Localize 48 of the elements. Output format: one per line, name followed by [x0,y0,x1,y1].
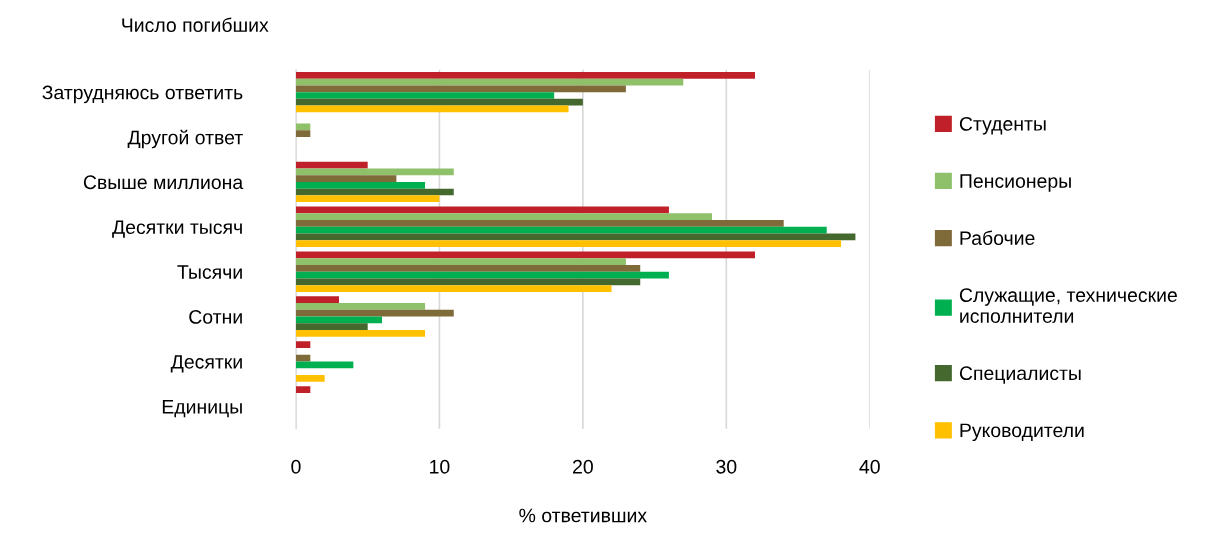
bar [295,85,626,93]
y-tick-label: Затрудняюсь ответить [42,85,243,104]
x-tick-label: 30 [716,459,737,474]
y-tick-label: Свыше миллиона [83,175,244,190]
bar [295,71,755,79]
bar [295,361,354,369]
bar [295,213,712,221]
y-tick-label: Десятки [170,355,242,373]
x-tick-label: 40 [859,459,880,474]
legend-label: Специалисты [959,366,1081,384]
bar [295,323,368,331]
bar [295,92,555,99]
x-tick-label: 10 [430,459,450,474]
bar [295,296,339,304]
bar [295,195,440,203]
bar [295,98,583,106]
legend-label: Пенсионеры [960,174,1071,192]
x-tick-label: 0 [291,459,301,474]
bar [295,181,426,189]
legend-label: Руководители [960,423,1084,442]
bar [295,285,612,292]
legend-label: Рабочие [960,230,1035,246]
bar [295,330,426,337]
y-tick-label: Тысячи [177,265,242,279]
bar [295,386,311,393]
bar [295,341,311,348]
bar [295,251,755,259]
bar [295,278,641,286]
bar [295,264,641,272]
bar [295,226,827,234]
bar [295,220,784,227]
bar [295,168,454,176]
y-tick-label: Единицы [162,400,242,418]
x-tick-label: 20 [573,459,593,474]
bar [295,309,454,317]
bar [295,374,325,382]
bar [295,303,426,310]
bar [295,130,311,138]
legend-label: Студенты [959,117,1046,135]
legend-label: Служащие, технические исполнители [959,288,1177,323]
bar [295,258,626,265]
x-axis-title: % ответивших [519,508,647,523]
y-tick-label: Другой ответ [127,129,243,149]
y-axis-title: Число погибших [122,17,269,33]
bar [295,240,842,247]
y-tick-label: Десятки тысяч [112,220,242,238]
y-tick-label: Сотни [189,310,242,324]
bar [295,175,397,182]
